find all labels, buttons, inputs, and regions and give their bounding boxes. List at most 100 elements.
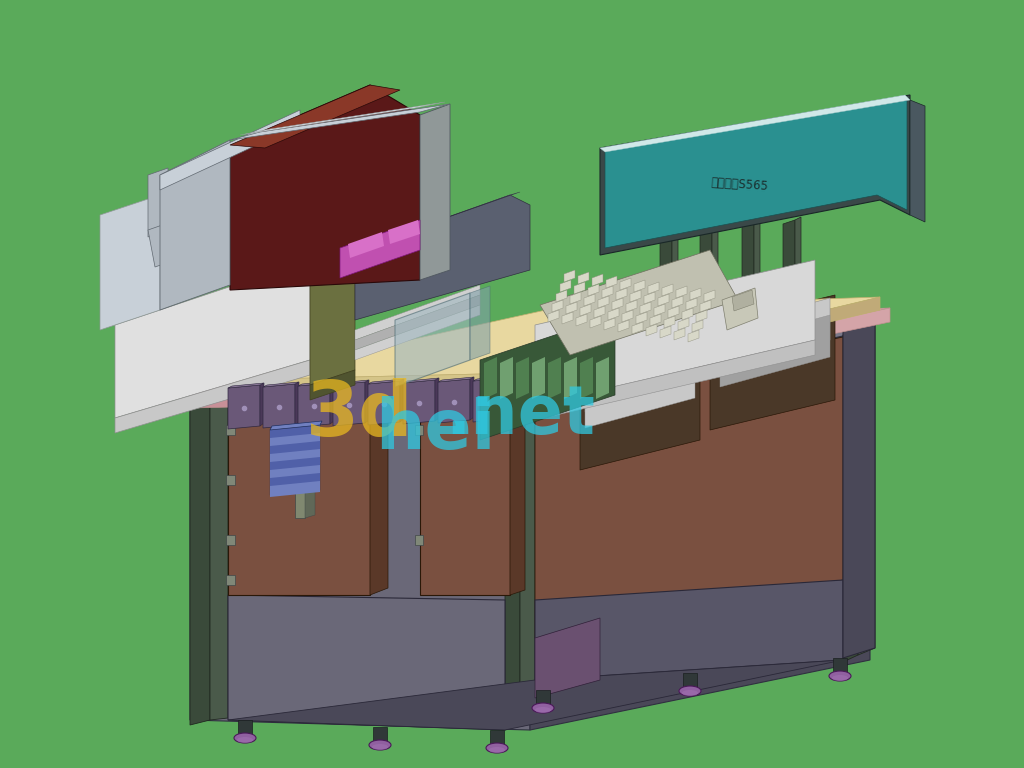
Polygon shape [548,310,559,322]
Polygon shape [574,282,585,294]
Polygon shape [604,318,615,330]
Polygon shape [240,102,445,135]
Polygon shape [470,286,490,360]
Polygon shape [692,320,703,332]
Polygon shape [605,100,907,248]
Polygon shape [672,296,683,308]
Polygon shape [333,382,365,426]
Polygon shape [403,378,439,383]
Polygon shape [634,280,645,292]
Polygon shape [263,384,295,428]
Polygon shape [686,298,697,310]
Polygon shape [660,220,672,300]
Polygon shape [616,288,627,300]
Polygon shape [564,270,575,282]
Polygon shape [226,425,234,435]
Polygon shape [355,285,480,340]
Polygon shape [552,300,563,312]
Polygon shape [588,284,599,296]
Polygon shape [556,290,567,302]
Polygon shape [310,242,355,385]
Polygon shape [190,383,210,725]
Polygon shape [580,357,593,399]
Polygon shape [858,321,874,655]
Polygon shape [270,473,319,489]
Polygon shape [298,383,330,427]
Polygon shape [516,357,529,399]
Polygon shape [100,195,160,330]
Polygon shape [348,232,384,258]
Polygon shape [190,380,540,408]
Polygon shape [683,673,697,687]
Polygon shape [672,217,678,296]
Polygon shape [435,378,439,421]
Polygon shape [270,421,322,430]
Polygon shape [630,290,641,302]
Polygon shape [160,110,300,190]
Polygon shape [270,433,319,449]
Polygon shape [190,308,890,390]
Ellipse shape [372,744,388,750]
Polygon shape [690,288,701,300]
Polygon shape [606,276,617,288]
Polygon shape [388,220,420,244]
Polygon shape [678,318,689,330]
Polygon shape [682,308,693,320]
Polygon shape [592,274,603,286]
Polygon shape [688,330,699,342]
Polygon shape [508,377,540,421]
Polygon shape [470,377,474,420]
Polygon shape [648,282,659,294]
Polygon shape [228,595,505,730]
Polygon shape [662,284,673,296]
Polygon shape [833,658,847,672]
Polygon shape [420,104,450,280]
Polygon shape [228,660,843,730]
Polygon shape [535,260,815,405]
Ellipse shape [532,703,554,713]
Polygon shape [226,535,234,545]
Polygon shape [535,580,843,680]
Polygon shape [654,304,665,316]
Polygon shape [536,690,550,704]
Polygon shape [575,314,587,326]
Polygon shape [340,220,420,278]
Polygon shape [660,326,671,338]
Polygon shape [585,345,695,412]
Polygon shape [510,400,525,595]
Polygon shape [505,393,520,730]
Polygon shape [270,457,319,473]
Polygon shape [415,425,423,435]
Polygon shape [355,305,480,360]
Polygon shape [580,328,700,470]
Polygon shape [270,425,319,495]
Polygon shape [710,295,835,430]
Polygon shape [658,294,669,306]
Polygon shape [540,375,544,418]
Polygon shape [548,357,561,399]
Polygon shape [532,357,545,399]
Polygon shape [473,378,505,422]
Polygon shape [580,304,591,316]
Polygon shape [228,385,260,429]
Polygon shape [570,292,581,304]
Polygon shape [228,402,388,408]
Polygon shape [490,730,504,744]
Ellipse shape [682,690,698,696]
Polygon shape [473,376,509,381]
Polygon shape [640,302,651,314]
Polygon shape [228,383,264,388]
Polygon shape [295,382,299,425]
Text: hei: hei [375,396,496,464]
Polygon shape [298,381,334,386]
Polygon shape [160,140,230,310]
Polygon shape [622,310,633,322]
Polygon shape [783,220,795,297]
Ellipse shape [829,671,851,681]
Polygon shape [632,322,643,334]
Polygon shape [696,310,707,322]
Polygon shape [674,328,685,340]
Polygon shape [644,292,655,304]
Polygon shape [226,575,234,585]
Polygon shape [230,85,400,148]
